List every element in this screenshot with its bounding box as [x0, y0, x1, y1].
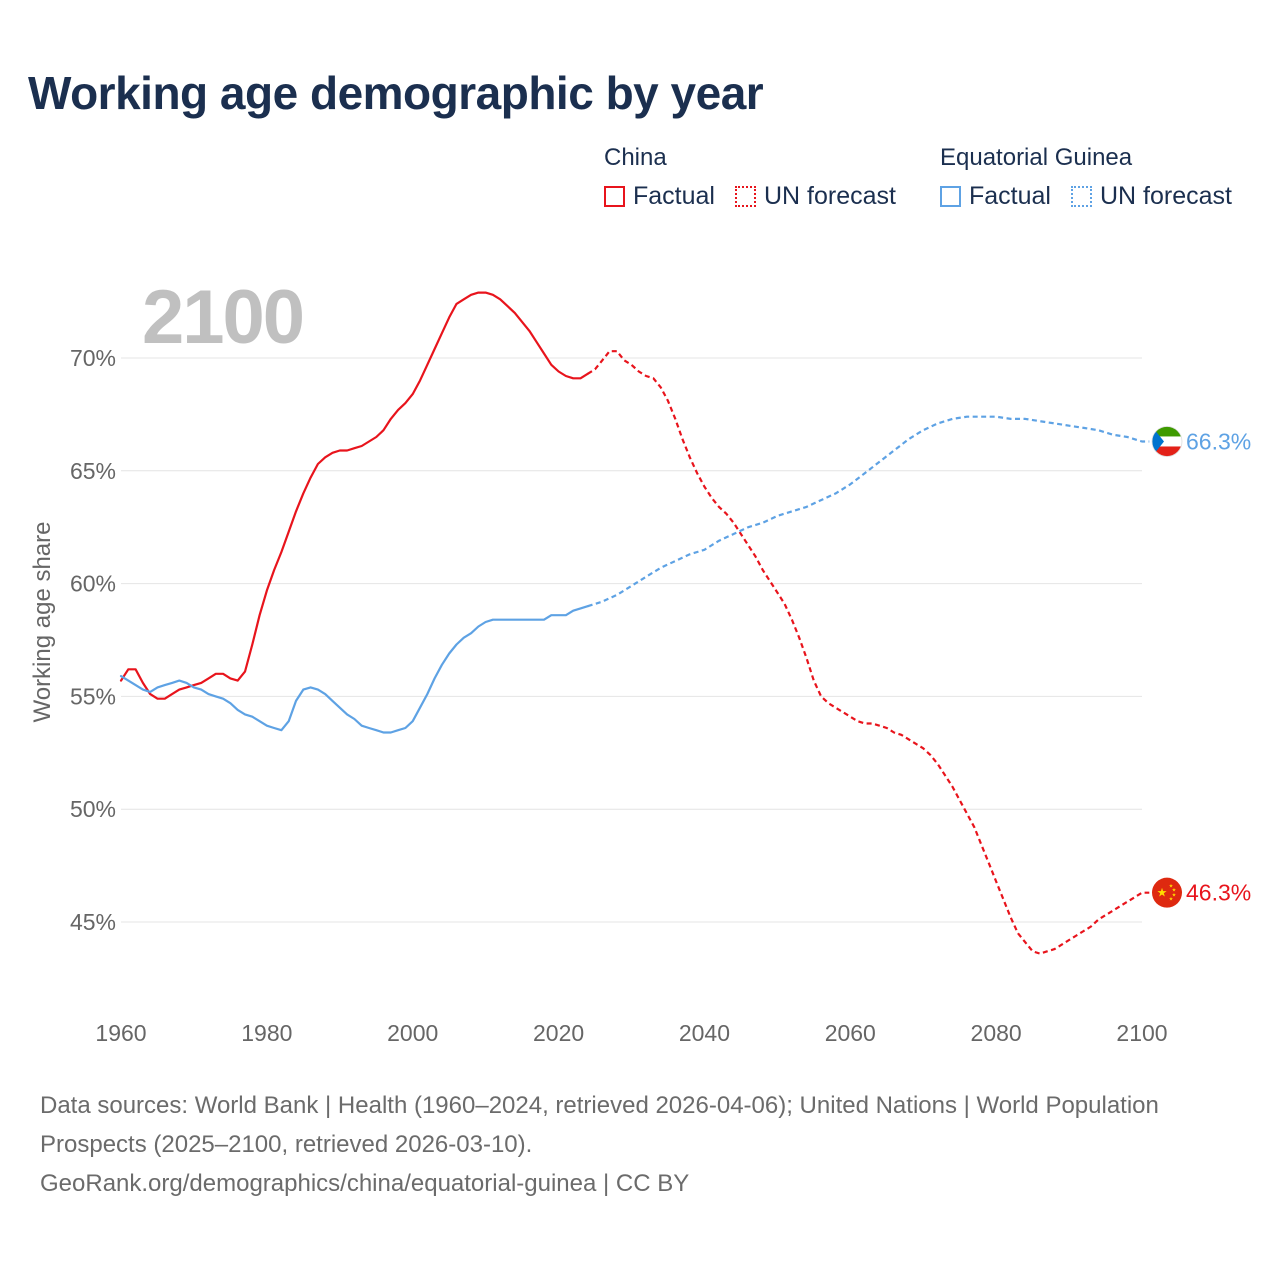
legend-group-china: China Factual UN forecast: [604, 144, 896, 211]
series: [119, 291, 1150, 955]
y-axis-label: Working age share: [29, 522, 56, 723]
end-value-label-china: 46.3%: [1186, 880, 1251, 906]
end-markers: ★ ★★★★ 46.3%66.3%: [1151, 426, 1251, 908]
x-tick-label: 2060: [825, 1020, 876, 1046]
svg-text:★: ★: [1169, 884, 1174, 890]
x-tick-label: 2080: [971, 1020, 1022, 1046]
x-tick-label: 2040: [679, 1020, 730, 1046]
x-tick-label: 1980: [241, 1020, 292, 1046]
legend-label: UN forecast: [1099, 182, 1232, 210]
svg-text:★: ★: [1172, 888, 1177, 894]
y-tick-label: 50%: [70, 796, 116, 822]
line-chart: 2100 45% 50% 55% 60% 65% 70% 1960 1980 2000 2020 2…: [29, 275, 1251, 1046]
y-tick-label: 60%: [70, 571, 116, 597]
x-tick-label: 2020: [533, 1020, 584, 1046]
chart-title: Working age demographic by year: [28, 67, 764, 119]
x-tick-label: 2100: [1116, 1020, 1167, 1046]
legend-china-forecast[interactable]: UN forecast: [734, 182, 896, 211]
footer: Data sources: World Bank | Health (1960–…: [40, 1086, 1220, 1203]
legend-equatorial-guinea-factual[interactable]: Factual: [940, 182, 1051, 211]
series-equatorial-guinea-forecast-line: [587, 415, 1150, 608]
legend-label: Factual: [969, 182, 1051, 210]
legend-label: UN forecast: [763, 182, 896, 210]
series-china-forecast-line: [587, 350, 1150, 955]
x-tick-label: 1960: [95, 1020, 146, 1046]
svg-text:★: ★: [1172, 893, 1177, 899]
flag-china-icon: ★ ★★★★: [1152, 877, 1182, 908]
legend-country-china: China: [604, 144, 667, 171]
svg-text:★: ★: [1157, 886, 1168, 900]
legend-swatch-dotted-icon: [1070, 186, 1092, 207]
flag-equatorial-guinea-icon: [1151, 426, 1183, 457]
legend-swatch-solid-icon: [940, 186, 961, 207]
legend-group-equatorial-guinea: Equatorial Guinea Factual UN forecast: [940, 144, 1232, 211]
y-tick-label: 55%: [70, 683, 116, 709]
legend-china-factual[interactable]: Factual: [604, 182, 715, 211]
data-sources: Data sources: World Bank | Health (1960–…: [40, 1092, 1159, 1158]
y-tick-label: 65%: [70, 458, 116, 484]
legend-swatch-dotted-icon: [734, 186, 756, 207]
legend-label: Factual: [633, 182, 715, 210]
y-tick-label: 70%: [70, 345, 116, 371]
legend-swatch-solid-icon: [604, 186, 625, 207]
source-url[interactable]: GeoRank.org/demographics/china/equatoria…: [40, 1170, 690, 1197]
x-tick-label: 2000: [387, 1020, 438, 1046]
series-equatorial-guinea-factual-line: [119, 605, 589, 734]
end-value-label-equatorial-guinea: 66.3%: [1186, 428, 1251, 454]
axes: 45% 50% 55% 60% 65% 70% 1960 1980 2000 2020 2040 20…: [70, 345, 1168, 1046]
grid-lines: [121, 357, 1142, 923]
series-china-factual-line: [119, 291, 589, 700]
svg-text:★: ★: [1169, 897, 1174, 903]
legend-equatorial-guinea-forecast[interactable]: UN forecast: [1070, 182, 1232, 211]
y-tick-label: 45%: [70, 909, 116, 935]
legend-country-equatorial-guinea: Equatorial Guinea: [940, 144, 1133, 171]
year-watermark: 2100: [142, 275, 303, 360]
